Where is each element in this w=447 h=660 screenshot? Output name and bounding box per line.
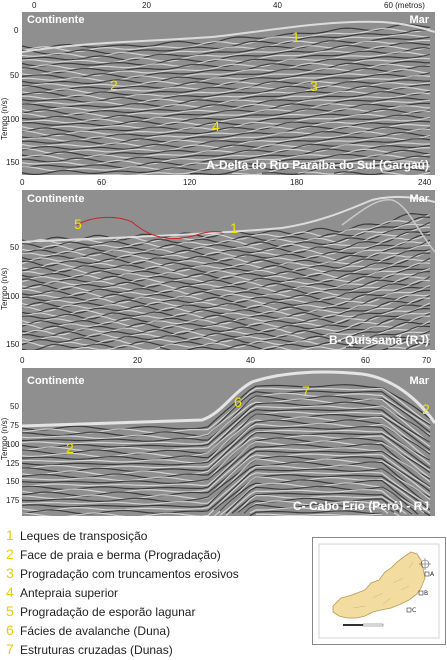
panel-c-marker-6: 6	[234, 394, 242, 410]
panel-c-marker-2-right: 2	[422, 401, 430, 417]
panel-b-x-tick-60: 60	[97, 178, 106, 187]
panel-c-mar-label: Mar	[409, 375, 429, 387]
panel-c-y-tick-100: 100	[6, 440, 20, 449]
panel-b-continente-label: Continente	[27, 193, 85, 205]
map-label-b: B	[424, 590, 428, 597]
panel-c-x-tick-60: 60	[361, 356, 370, 365]
panel-a-marker-3: 3	[310, 78, 318, 94]
panel-a-y-tick-50: 50	[10, 71, 19, 80]
panel-a-y-tick-150: 150	[6, 158, 20, 167]
panel-a-mar-label: Mar	[409, 14, 429, 26]
legend-number: 4	[6, 584, 14, 600]
panel-b-mar-label: Mar	[409, 193, 429, 205]
panel-c-radargram	[22, 370, 435, 516]
legend-number: 6	[6, 622, 14, 638]
panel-a-radargram	[22, 20, 435, 175]
scale-bar	[343, 624, 363, 626]
panel-a-y-tick-0: 0	[14, 26, 19, 35]
panel-a-x-tick-40: 40	[273, 1, 282, 10]
panel-c-x-tick-20: 20	[133, 356, 142, 365]
panel-b-ylabel: Tempo (n/s)	[0, 267, 9, 310]
legend-number: 5	[6, 603, 14, 619]
panel-b-y-tick-50: 50	[10, 243, 19, 252]
panel-a-title: A-Delta do Rio Paraíba do Sul (Gargaú)	[206, 158, 429, 172]
map-label-a: A	[430, 571, 435, 578]
panel-a-ylabel: Tempo (n/s)	[0, 97, 9, 140]
panel-c-gpr-section: Continente Mar 6 7 2 2 C- Cabo Frio (Per…	[22, 368, 435, 516]
rio-de-janeiro-state-shape	[332, 551, 426, 619]
legend-text: Estruturas cruzadas (Dunas)	[20, 643, 173, 657]
legend-item: 5 Progradação de esporão lagunar	[6, 603, 239, 622]
legend-number: 7	[6, 641, 14, 657]
panel-a-continente-label: Continente	[27, 14, 85, 26]
panel-a-marker-2: 2	[110, 77, 118, 93]
legend-item: 1 Leques de transposição	[6, 527, 239, 546]
legend-item: 4 Antepraia superior	[6, 584, 239, 603]
panel-a-x-tick-20: 20	[142, 1, 151, 10]
legend-text: Progradação de esporão lagunar	[20, 605, 196, 619]
panel-a-marker-4: 4	[212, 118, 220, 134]
panel-a-marker-1: 1	[292, 29, 300, 45]
legend-text: Leques de transposição	[20, 529, 148, 543]
panel-a-x-tick-0: 0	[32, 1, 37, 10]
panel-c-title: C- Cabo Frio (Peró) - RJ	[292, 499, 429, 513]
panel-a-y-tick-100: 100	[6, 115, 20, 124]
legend: 1 Leques de transposição 2 Face de praia e…	[6, 527, 239, 660]
legend-item: 7 Estruturas cruzadas (Dunas)	[6, 641, 239, 660]
panel-c-y-tick-125: 125	[6, 459, 20, 468]
panel-b-y-tick-150: 150	[6, 340, 20, 349]
panel-c-y-tick-75: 75	[10, 421, 19, 430]
panel-b-x-tick-120: 120	[183, 178, 197, 187]
legend-number: 3	[6, 565, 14, 581]
panel-c-y-tick-50: 50	[10, 402, 19, 411]
legend-number: 2	[6, 546, 14, 562]
panel-b-horizon-line	[76, 217, 223, 239]
panel-b-radargram	[22, 195, 435, 350]
panel-c-x-tick-40: 40	[246, 356, 255, 365]
panel-b-marker-1: 1	[230, 220, 238, 236]
legend-text: Fácies de avalanche (Duna)	[20, 624, 171, 638]
panel-b-gpr-section: Continente Mar 5 1 B- Quissamã (RJ)	[22, 190, 435, 350]
panel-c-y-tick-175: 175	[6, 496, 20, 505]
panel-c-x-tick-0: 0	[20, 356, 25, 365]
panel-b-title: B- Quissamã (RJ)	[328, 333, 429, 347]
location-map-svg: A B C	[318, 543, 440, 639]
panel-a-gpr-section: Continente Mar 1 2 3 4 A-Delta do Rio Pa…	[22, 12, 435, 175]
map-label-c: C	[412, 607, 416, 614]
legend-item: 6 Fácies de avalanche (Duna)	[6, 622, 239, 641]
panel-c-y-tick-150: 150	[6, 477, 20, 486]
legend-text: Antepraia superior	[20, 586, 119, 600]
panel-b-x-tick-240: 240	[418, 178, 432, 187]
panel-c-continente-label: Continente	[27, 375, 85, 387]
panel-c-marker-7: 7	[302, 383, 310, 399]
legend-text: Face de praia e berma (Progradação)	[20, 548, 221, 562]
panel-c-marker-2-left: 2	[66, 440, 74, 456]
panel-b-x-tick-180: 180	[290, 178, 304, 187]
panel-c-x-tick-70: 70	[422, 356, 431, 365]
panel-b-y-tick-100: 100	[6, 292, 20, 301]
legend-text: Progradação com truncamentos erosivos	[20, 567, 239, 581]
panel-b-marker-5: 5	[74, 216, 82, 232]
legend-item: 2 Face de praia e berma (Progradação)	[6, 546, 239, 565]
panel-c-ylabel: Tempo (n/s)	[0, 417, 9, 460]
panel-b-x-tick-0: 0	[20, 178, 25, 187]
legend-item: 3 Progradação com truncamentos erosivos	[6, 565, 239, 584]
panel-a-x-tick-60: 60 (metros)	[384, 1, 425, 10]
location-map: A B C	[312, 537, 446, 645]
legend-number: 1	[6, 527, 14, 543]
